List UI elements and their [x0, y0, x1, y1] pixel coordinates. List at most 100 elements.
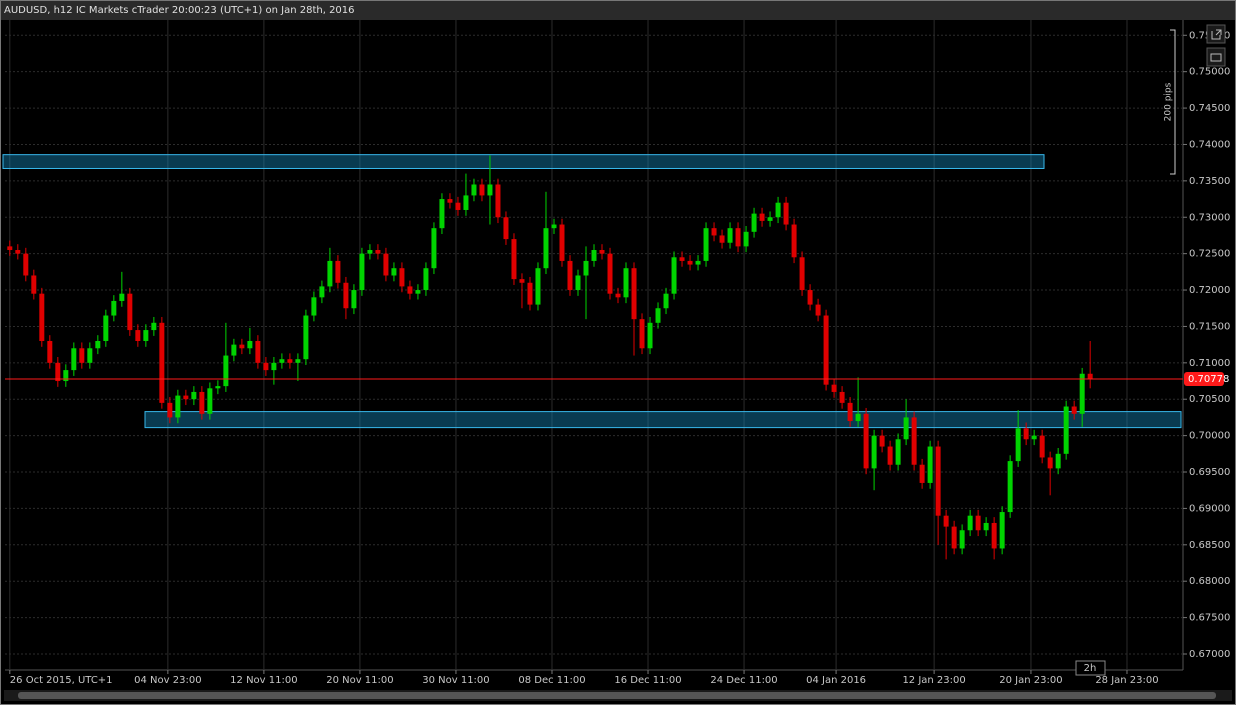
candle-body: [95, 340, 101, 349]
candle-body: [463, 195, 469, 210]
candle-body: [263, 362, 269, 371]
candle-body: [655, 308, 661, 323]
x-tick-label: 12 Jan 23:00: [902, 675, 965, 686]
candle-body: [335, 260, 341, 283]
candle-body: [1023, 428, 1029, 440]
candle-body: [591, 250, 597, 261]
candle-body: [207, 388, 213, 414]
candle-body: [527, 282, 533, 305]
zone: [2, 154, 1045, 169]
candle-body: [455, 202, 461, 210]
timeframe-badge[interactable]: [1075, 660, 1106, 676]
candle-body: [687, 260, 693, 265]
x-tick-label: 20 Nov 11:00: [326, 675, 393, 686]
candle-body: [1015, 428, 1021, 462]
camera-icon: [1210, 53, 1222, 62]
candle-body: [271, 362, 277, 371]
candle-body: [31, 275, 37, 294]
candle-body: [735, 228, 741, 247]
y-tick-label: 0.68000: [1189, 576, 1230, 587]
candle-body: [935, 446, 941, 516]
candle-body: [191, 391, 197, 400]
candle-body: [79, 348, 85, 363]
x-tick-label: 30 Nov 11:00: [422, 675, 489, 686]
candle-body: [1007, 461, 1013, 513]
candle-body: [415, 290, 421, 294]
y-tick-label: 0.70000: [1189, 431, 1230, 442]
candle-body: [703, 228, 709, 261]
candle-body: [255, 340, 261, 363]
candle-body: [823, 315, 829, 385]
candle-body: [927, 446, 933, 483]
candle-body: [799, 257, 805, 291]
candle-body: [319, 286, 325, 298]
candle-body: [847, 402, 853, 422]
y-tick-label: 0.74000: [1189, 139, 1230, 150]
y-tick-label: 0.69500: [1189, 467, 1230, 478]
candle-body: [991, 522, 997, 549]
x-tick-label: 24 Dec 11:00: [710, 675, 777, 686]
candle-body: [567, 260, 573, 291]
y-tick-label: 0.70500: [1189, 394, 1230, 405]
candle-body: [479, 184, 485, 196]
candle-body: [959, 530, 965, 549]
candle-body: [1063, 406, 1069, 454]
y-tick-label: 0.71500: [1189, 321, 1230, 332]
popout-icon: [1211, 29, 1222, 40]
last-price-label: 0.70778: [1188, 374, 1229, 385]
grid: [5, 20, 1183, 670]
candle-body: [167, 402, 173, 418]
candle-body: [495, 184, 501, 218]
y-tick-label: 0.73500: [1189, 176, 1230, 187]
candle-body: [511, 239, 517, 280]
candle-body: [103, 315, 109, 341]
candle-body: [583, 260, 589, 276]
candle-body: [999, 512, 1005, 549]
y-tick-label: 0.71000: [1189, 358, 1230, 369]
candle-body: [815, 304, 821, 316]
candle-body: [47, 340, 53, 363]
x-tick-label: 26 Oct 2015, UTC+1: [10, 675, 113, 686]
candle-body: [487, 184, 493, 196]
candle-body: [503, 217, 509, 240]
y-tick-label: 0.68500: [1189, 540, 1230, 551]
candle-body: [15, 250, 21, 254]
candle-body: [783, 202, 789, 225]
candle-body: [983, 522, 989, 531]
candle-body: [63, 370, 69, 382]
candle-body: [903, 417, 909, 440]
candle-body: [519, 279, 525, 283]
candle-body: [855, 413, 861, 422]
candle-body: [119, 293, 125, 301]
y-tick-label: 0.73000: [1189, 212, 1230, 223]
popout-button[interactable]: [1206, 24, 1226, 44]
x-tick-label: 16 Dec 11:00: [614, 675, 681, 686]
x-tick-label: 28 Jan 23:00: [1095, 675, 1158, 686]
candle-body: [895, 439, 901, 465]
candle-body: [295, 359, 301, 363]
scrollbar-thumb[interactable]: [18, 692, 1216, 699]
candle-body: [727, 228, 733, 243]
candle-body: [399, 268, 405, 287]
candle-body: [359, 253, 365, 291]
y-tick-label: 0.72000: [1189, 285, 1230, 296]
candle-body: [975, 515, 981, 531]
candle-body: [247, 340, 253, 349]
screenshot-button[interactable]: [1206, 47, 1226, 67]
candle-body: [1047, 457, 1053, 469]
candle-body: [1039, 435, 1045, 458]
candle-body: [239, 344, 245, 349]
candle-body: [535, 268, 541, 305]
x-tick-label: 08 Dec 11:00: [518, 675, 585, 686]
candle-body: [135, 330, 141, 341]
title-bar: [0, 0, 1236, 20]
zone: [144, 411, 1182, 429]
candle-body: [1087, 373, 1093, 379]
candle-body: [55, 362, 61, 382]
y-tick-label: 0.67000: [1189, 649, 1230, 660]
y-tick-label: 0.74500: [1189, 103, 1230, 114]
candle-body: [383, 253, 389, 276]
candle-body: [223, 355, 229, 387]
candle-body: [887, 446, 893, 465]
candle-body: [839, 391, 845, 403]
